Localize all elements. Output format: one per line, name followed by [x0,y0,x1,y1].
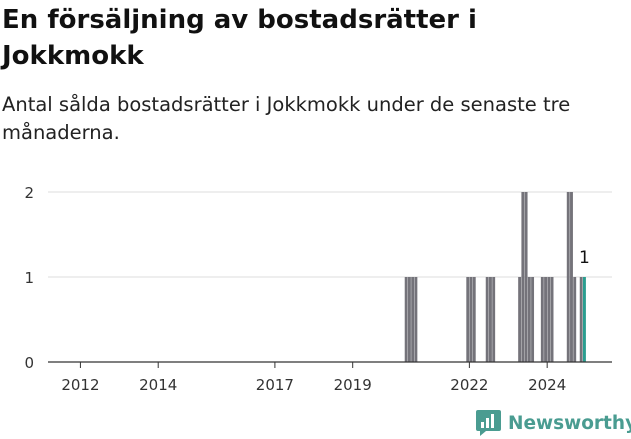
x-tick-label: 2017 [256,376,294,394]
y-tick-label: 2 [24,184,34,202]
x-tick-label: 2012 [61,376,99,394]
x-tick-label: 2014 [139,376,177,394]
bars [404,192,586,362]
chart-title: En försäljning av bostadsrätter i Jokkmo… [2,5,477,71]
bar [485,277,489,362]
gridlines [48,191,612,278]
y-axis-labels: 0 1 2 [24,184,34,372]
x-tick-label: 2019 [334,376,372,394]
brand-name: Newsworthy [508,412,631,434]
newsworthy-brand[interactable]: Newsworthy [476,408,631,438]
x-axis-ticks: 2012 2014 2017 2019 2022 2024 [61,362,566,394]
newsworthy-logo-icon [476,410,501,436]
bar [488,277,492,362]
bar [472,277,476,362]
x-tick-label: 2024 [528,376,566,394]
data-label: 1 [579,248,590,268]
bar [544,277,548,362]
bar [550,277,554,362]
bar-highlight [582,277,586,362]
data-labels: 1 [579,248,590,268]
bar [570,192,573,362]
bar [540,277,544,362]
bar [566,192,570,362]
bar [527,277,531,362]
bar [547,277,551,362]
bar [531,277,535,362]
bar [469,277,473,362]
bar [466,277,470,362]
bar [492,277,496,362]
bar [404,277,408,362]
bar [524,192,528,362]
x-tick-label: 2022 [450,376,488,394]
bar [407,277,411,362]
y-tick-label: 1 [24,269,34,287]
y-tick-label: 0 [24,354,34,372]
bar [521,192,525,362]
chart-subtitle: Antal sålda bostadsrätter i Jokkmokk und… [2,93,571,144]
bar [573,277,577,362]
bar [414,277,418,362]
bar [518,277,522,362]
bar [411,277,415,362]
bar [579,277,583,362]
